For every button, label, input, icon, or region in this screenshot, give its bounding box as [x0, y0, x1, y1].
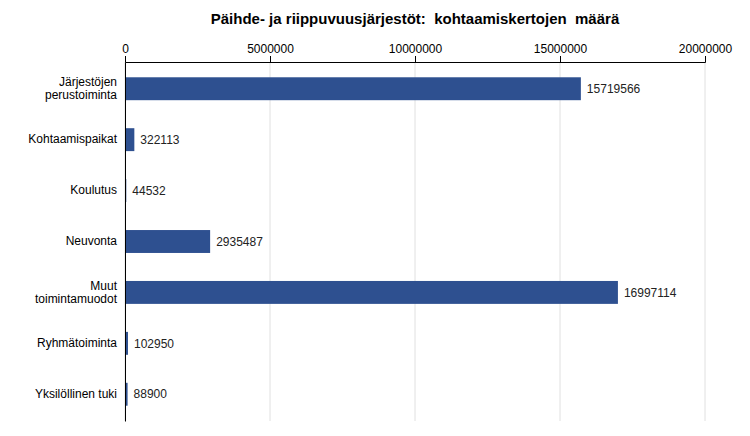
data-label: 15719566: [587, 82, 641, 96]
data-label: 44532: [132, 184, 166, 198]
grid: [125, 62, 705, 421]
data-label: 88900: [134, 387, 168, 401]
y-tick-label: Neuvonta: [66, 234, 118, 248]
x-tick-label: 0: [122, 42, 129, 56]
y-tick: Kohtaamispaikat: [28, 132, 125, 146]
bars: [125, 77, 618, 405]
bar: [125, 281, 618, 304]
x-tick-label: 20000000: [679, 42, 733, 56]
grid-line: [125, 62, 126, 421]
x-tick-mark: [705, 56, 706, 62]
y-tick-label: Kohtaamispaikat: [28, 132, 117, 146]
x-tick-mark: [270, 56, 271, 62]
data-label: 322113: [140, 133, 179, 147]
x-tick: 15000000: [534, 42, 588, 62]
y-axis: Järjestöjenperustoiminta Kohtaamispaikat K…: [28, 63, 125, 422]
x-axis-line: [126, 56, 706, 63]
y-tick-label: Muuttoimintamuodot: [35, 279, 118, 306]
grid-line: [705, 62, 706, 421]
y-tick: Järjestöjenperustoiminta: [45, 75, 125, 102]
grid-line: [560, 62, 561, 421]
bar: [125, 128, 134, 151]
x-tick-mark: [415, 56, 416, 62]
grid-line: [270, 62, 271, 421]
grid-line: [415, 62, 416, 421]
y-tick: Neuvonta: [66, 234, 125, 248]
y-tick: Yksilöllinen tuki: [35, 387, 125, 401]
y-tick: Ryhmätoiminta: [37, 336, 125, 350]
x-tick: 0: [122, 42, 129, 62]
x-tick: 10000000: [389, 42, 443, 62]
data-labels: 15719566 322113 44532 2935487 16997114 102950…: [132, 82, 676, 402]
x-tick-label: 15000000: [534, 42, 588, 56]
plot-area: 0 5000000 10000000 15000000 20000000 Järjestö…: [28, 42, 732, 422]
data-label: 16997114: [624, 286, 677, 300]
y-tick-label: Järjestöjenperustoiminta: [45, 75, 117, 102]
data-label: 102950: [134, 337, 174, 351]
y-tick-label: Ryhmätoiminta: [37, 336, 117, 350]
y-tick: Muuttoimintamuodot: [35, 279, 125, 306]
bar: [125, 77, 581, 100]
x-tick-label: 10000000: [389, 42, 443, 56]
y-tick: Koulutus: [70, 183, 125, 197]
y-axis-line: [125, 63, 126, 422]
x-tick-mark: [560, 56, 561, 62]
chart-title: Päihde- ja riippuvuusjärjestöt: kohtaami…: [211, 10, 620, 27]
x-tick-mark: [125, 56, 126, 62]
y-tick-label: Yksilöllinen tuki: [35, 387, 117, 401]
x-tick: 5000000: [247, 42, 294, 62]
data-label: 2935487: [216, 235, 263, 249]
bar: [125, 230, 210, 253]
x-axis: 0 5000000 10000000 15000000 20000000: [122, 42, 732, 63]
y-tick-label: Koulutus: [70, 183, 117, 197]
x-tick-label: 5000000: [247, 42, 294, 56]
chart-svg: 0 5000000 10000000 15000000 20000000 Järjestö…: [0, 0, 750, 436]
x-tick: 20000000: [679, 42, 733, 62]
